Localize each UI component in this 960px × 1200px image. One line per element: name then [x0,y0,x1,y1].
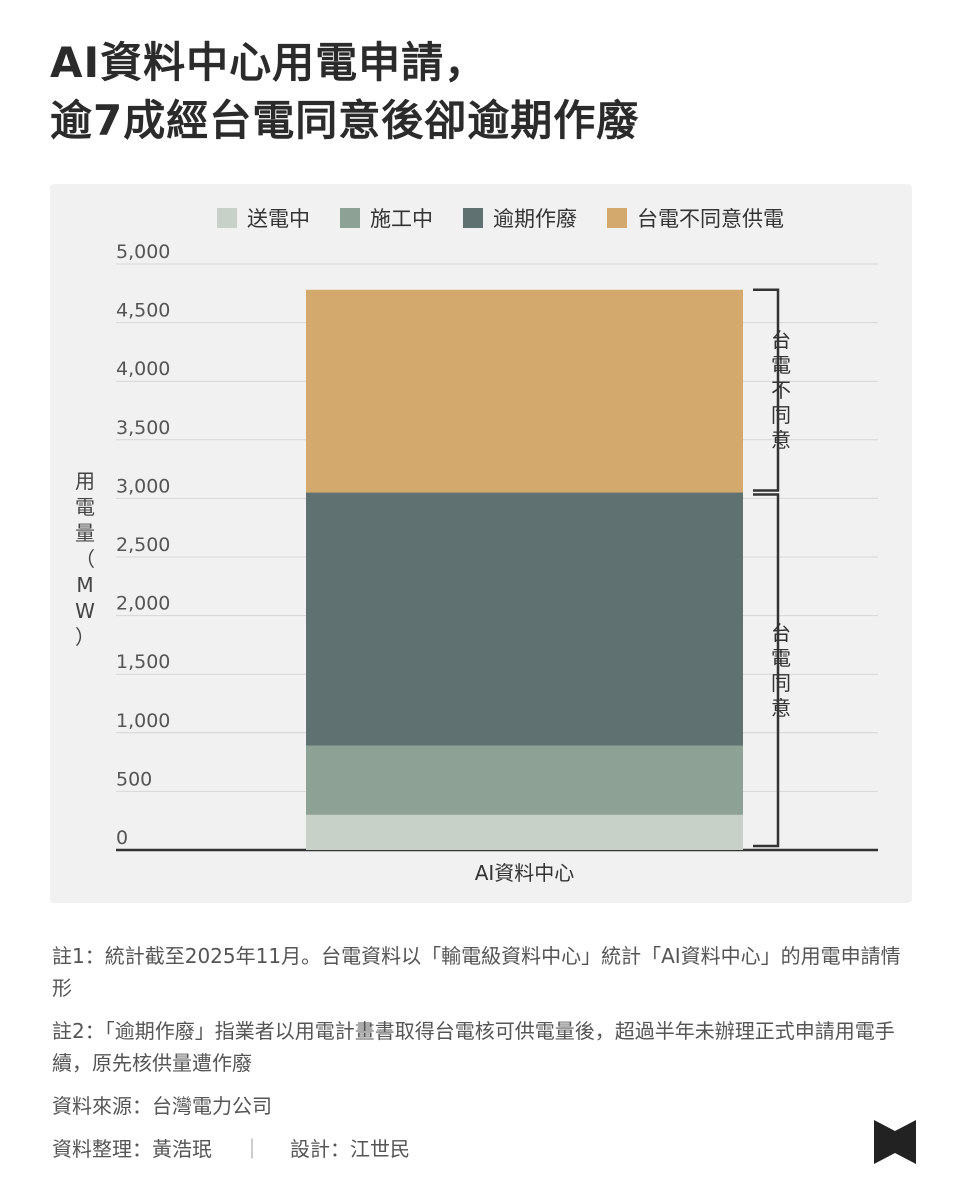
y-axis-label-char: W [75,599,95,623]
y-axis-label-char: 用 [75,469,95,493]
y-tick-label: 3,000 [116,475,170,497]
y-tick-label: 4,000 [116,358,170,380]
legend-swatch [607,208,627,228]
y-tick-label: 4,500 [116,300,170,322]
y-axis-label-char: （ [75,547,95,571]
annotation-label-char: 電 [771,353,791,377]
y-tick-label: 3,500 [116,417,170,439]
stacked-bar-chart: 0 500 1,000 1,500 2,000 2,500 3,000 3,500 4,000 4… [75,207,878,885]
annotation-label-char: 台 [771,328,791,352]
legend-label: 台電不同意供電 [637,207,784,231]
page-title: AI資料中心用電申請， 逾7成經台電同意後卻逾期作廢 [50,34,910,150]
legend-label: 逾期作廢 [493,207,577,231]
y-tick-label: 2,000 [116,593,170,615]
note-2: 註2：「逾期作廢」指業者以用電計畫書取得台電核可供電量後，超過半年未辦理正式申請… [52,1019,895,1075]
notes-section: 註1：統計截至2025年11月。台電資料以「輸電級資料中心」統計「AI資料中心」… [52,940,912,1176]
bar-segment [306,492,743,746]
y-tick-label: 2,500 [116,534,170,556]
title-line-2: 逾7成經台電同意後卻逾期作廢 [50,96,640,145]
legend-swatch [463,208,483,228]
note-1: 註1：統計截至2025年11月。台電資料以「輸電級資料中心」統計「AI資料中心」… [52,944,901,1000]
credits-separator: ｜ [242,1137,262,1161]
annotation-bracket [753,493,780,848]
y-axis-label-char: 量 [75,521,95,545]
annotation-label-char: 同 [771,403,791,427]
x-category-label: AI資料中心 [475,861,575,885]
y-axis-label-char: 電 [75,495,95,519]
credits-line: 資料整理：黃浩珉 ｜ 設計：江世民 [52,1133,912,1165]
y-tick-label: 1,000 [116,710,170,732]
bar-segment [306,814,743,850]
annotation-label-char: 不 [771,378,791,402]
annotation-label-char: 同 [771,671,791,695]
y-tick-label: 5,000 [116,241,170,263]
bar-segment [306,745,743,815]
title-line-1: AI資料中心用電申請， [50,38,488,87]
legend-label: 施工中 [370,207,433,231]
legend-swatch [340,208,360,228]
y-tick-label: 500 [116,768,152,790]
chart-panel: 0 500 1,000 1,500 2,000 2,500 3,000 3,500 4,000 4… [50,184,912,903]
annotation-label-char: 意 [771,696,791,720]
source-line: 資料來源：台灣電力公司 [52,1094,272,1118]
legend-label: 送電中 [247,207,310,231]
bar-segment [306,289,743,493]
compiled-by: 資料整理：黃浩珉 [52,1137,212,1161]
annotation-label-char: 台 [771,621,791,645]
y-tick-label: 1,500 [116,651,170,673]
bookmark-logo-icon [872,1118,918,1170]
designed-by: 設計：江世民 [290,1137,410,1161]
y-axis-label-char: ） [75,625,95,649]
y-axis-label-char: M [76,573,93,597]
annotation-label-char: 電 [771,646,791,670]
annotation-bracket [753,288,780,492]
y-tick-label: 0 [116,827,128,849]
legend-swatch [217,208,237,228]
annotation-label-char: 意 [771,428,791,452]
